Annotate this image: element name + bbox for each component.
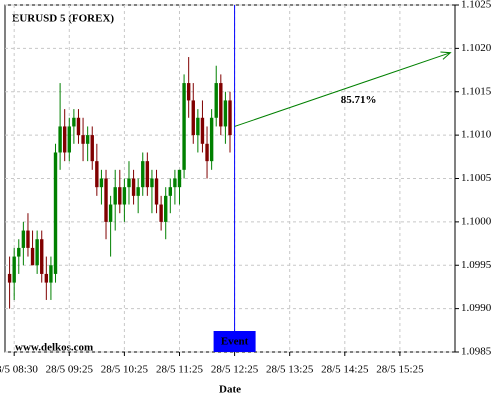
candle-body xyxy=(95,161,99,188)
candle-body xyxy=(81,135,85,144)
candle-body xyxy=(150,178,154,188)
candle-body xyxy=(186,83,191,101)
candle-body xyxy=(113,187,117,205)
candle-body xyxy=(136,187,140,196)
x-tick-label: 28/5 12:25 xyxy=(211,364,259,376)
candle-body xyxy=(30,247,35,266)
candle-body xyxy=(145,161,150,188)
candle-body xyxy=(12,256,16,283)
candle-body xyxy=(40,239,44,274)
y-tick-label: 1.1015 xyxy=(461,85,492,97)
candle-body xyxy=(21,230,26,248)
annotation: 85.71% xyxy=(341,94,377,106)
y-tick-label: 1.1025 xyxy=(461,0,492,11)
y-tick-label: 1.1020 xyxy=(461,42,492,54)
x-tick-label: 28/5 10:25 xyxy=(101,364,149,376)
candle-body xyxy=(62,126,67,153)
candle-body xyxy=(35,239,39,266)
candle-body xyxy=(131,178,136,196)
y-tick-label: 1.0990 xyxy=(461,302,492,314)
candle-body xyxy=(159,204,163,222)
x-tick-label: 28/5 13:25 xyxy=(266,364,314,376)
y-tick-label: 1.0995 xyxy=(461,259,492,271)
candle-body xyxy=(173,178,177,188)
candle-body xyxy=(108,204,113,222)
candle-body xyxy=(191,100,195,136)
candle-body xyxy=(127,178,131,188)
y-tick-label: 1.1000 xyxy=(461,215,492,227)
candle-body xyxy=(228,100,232,136)
candle-body xyxy=(223,100,228,127)
candle-body xyxy=(53,152,58,274)
candle-body xyxy=(196,117,200,136)
candle-body xyxy=(177,169,182,188)
candle-body xyxy=(205,143,209,162)
candle-body xyxy=(7,273,12,283)
arrow-line xyxy=(234,52,451,127)
candle-body xyxy=(154,178,159,205)
y-tick-label: 1.1010 xyxy=(461,129,492,141)
y-tick-label: 1.0985 xyxy=(461,346,492,358)
candle-body xyxy=(26,230,30,248)
candle-body xyxy=(141,161,145,188)
chart-title: EURUSD 5 (FOREX) xyxy=(12,13,114,25)
candle-body xyxy=(200,117,205,144)
candle-body xyxy=(67,126,71,153)
event-box xyxy=(213,331,256,352)
candle-body xyxy=(209,117,214,162)
candle-body xyxy=(72,117,76,127)
arrow-head xyxy=(440,51,452,60)
candle-body xyxy=(44,273,49,283)
candle-body xyxy=(214,83,218,118)
x-tick-label: 28/5 09:25 xyxy=(46,364,94,376)
candle-body xyxy=(118,187,122,205)
event-label: Event xyxy=(221,336,249,348)
candle-body xyxy=(49,265,53,283)
candle-body xyxy=(90,135,94,162)
x-tick-label: 28/5 15:25 xyxy=(376,364,424,376)
candle-body xyxy=(17,247,21,257)
x-axis-label: Date xyxy=(219,384,241,396)
x-tick-label: 28/5 14:25 xyxy=(321,364,369,376)
x-tick-label: 28/5 11:25 xyxy=(156,364,203,376)
y-tick-label: 1.1005 xyxy=(461,172,492,184)
candle-body xyxy=(182,83,186,170)
candle-body xyxy=(164,195,168,222)
candle-body xyxy=(85,135,90,144)
watermark: www.delkos.com xyxy=(15,342,93,354)
candle-body xyxy=(104,178,108,222)
candle-body xyxy=(99,178,104,188)
x-tick-label: 28/5 08:30 xyxy=(0,364,38,376)
candle-body xyxy=(122,187,127,205)
candle-body xyxy=(76,117,81,136)
candle-body xyxy=(58,126,62,153)
candle-body xyxy=(219,83,223,127)
candle-body xyxy=(168,187,173,196)
